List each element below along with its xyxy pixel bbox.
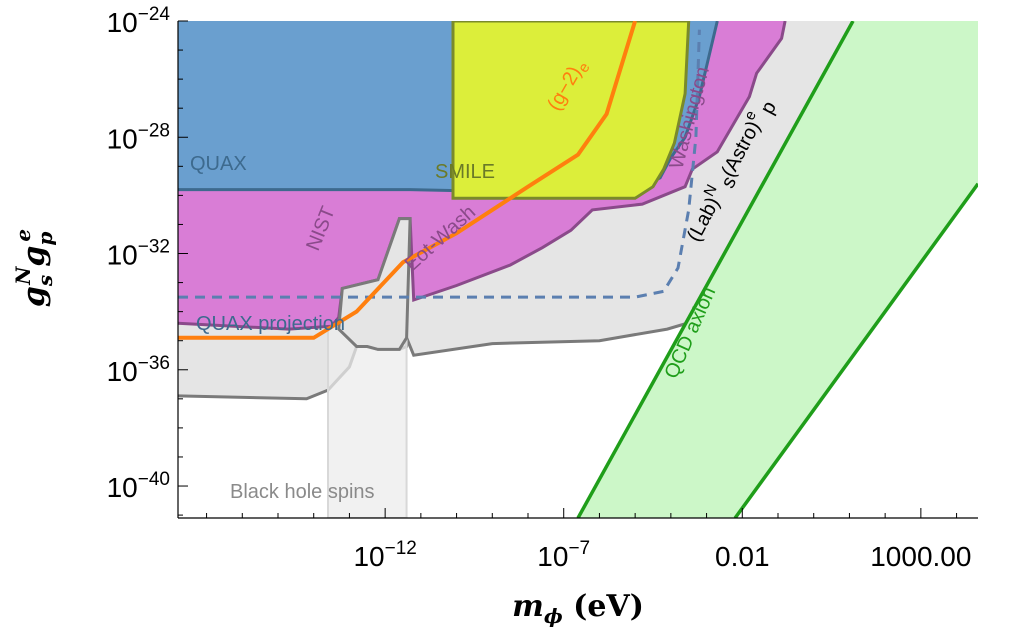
y-tick-label: 10−40 [107,469,170,503]
axes-frame [177,21,978,519]
x-axis-title: mϕ (eV) [512,589,644,628]
x-tick-label: 0.01 [715,541,770,572]
axis-ticks [178,20,958,518]
y-tick-label: 10−24 [107,4,171,38]
plot-area [178,21,978,518]
x-tick-label: 1000.00 [870,541,971,572]
y-axis-title: gsNgpe [11,229,57,307]
x-tick-label: 10−12 [353,538,416,572]
qcd-axion-lower-line [576,21,855,518]
region-nist [337,217,412,351]
quax-projection-line [178,29,701,299]
label-smile: SMILE [435,161,495,183]
label-quax: QUAX [190,153,247,175]
axis-titles: mϕ (eV) gsNgpe [11,229,644,628]
y-tick-label: 10−28 [107,120,170,154]
qcd-axion-upper-line [733,182,978,518]
label-bh-spins: Black hole spins [230,481,375,503]
label-quax-projection: QUAX projection [196,313,345,335]
g2e-line [178,21,638,340]
y-tick-label: 10−36 [107,353,170,387]
x-tick-label: 10−7 [537,538,590,572]
region-qcd-axion [578,21,978,518]
tick-labels: 10−12 10−7 0.01 1000.00 10−24 10−28 10−32 10−36… [107,4,972,572]
y-tick-label: 10−32 [107,237,170,271]
